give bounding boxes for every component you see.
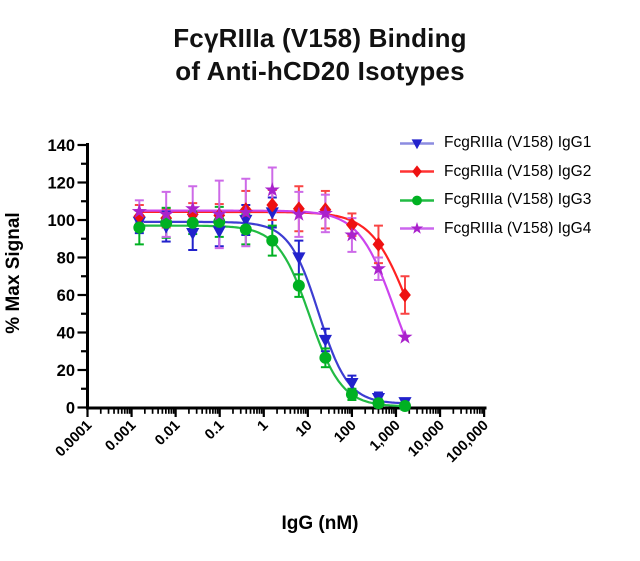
x-tick-label: 1,000 <box>367 418 404 455</box>
diamond-marker <box>372 236 385 252</box>
star-marker <box>397 329 413 344</box>
circle-marker <box>319 351 332 364</box>
circle-marker <box>213 215 226 228</box>
circle-marker <box>372 397 385 410</box>
x-tick-label: 0.001 <box>102 418 139 455</box>
circle-marker <box>239 223 252 236</box>
y-tick-label: 120 <box>47 175 75 193</box>
legend-item-igg4: FcgRIIIa (V158) IgG4 <box>398 215 591 244</box>
circle-icon <box>398 192 436 209</box>
triangle-down-icon <box>398 135 436 152</box>
star-marker <box>131 203 147 218</box>
diamond-marker <box>399 287 411 303</box>
x-tick-label: 0.1 <box>202 418 228 444</box>
y-tick-label: 40 <box>57 325 75 343</box>
x-axis-title: IgG (nM) <box>281 513 359 534</box>
star-icon <box>398 220 436 237</box>
star-marker <box>370 260 386 276</box>
circle-marker <box>398 400 411 412</box>
x-tick-label: 10,000 <box>405 418 448 461</box>
legend-label-igg2: FcgRIIIa (V158) IgG2 <box>444 162 592 180</box>
y-tick-label: 60 <box>57 287 75 305</box>
circle-marker <box>412 195 422 206</box>
legend-item-igg2: FcgRIIIa (V158) IgG2 <box>398 158 591 187</box>
star-marker <box>211 206 227 221</box>
star-marker <box>238 204 254 219</box>
circle-marker <box>345 388 358 401</box>
star-marker <box>410 222 424 234</box>
legend-label-igg3: FcgRIIIa (V158) IgG3 <box>444 191 592 209</box>
triangle-down-marker <box>292 252 306 265</box>
star-marker <box>317 205 333 220</box>
x-tick-label: 0.01 <box>152 418 183 449</box>
x-tick-label: 0.0001 <box>53 418 96 461</box>
diamond-marker <box>266 197 279 213</box>
y-tick-label: 100 <box>47 212 75 230</box>
star-marker <box>344 227 360 242</box>
legend-item-igg3: FcgRIIIa (V158) IgG3 <box>398 186 591 215</box>
triangle-down-marker <box>186 228 200 241</box>
circle-marker <box>186 216 199 229</box>
chart-title: FcγRIIIa (V158) Binding of Anti-hCD20 Is… <box>0 22 640 88</box>
legend-label-igg4: FcgRIIIa (V158) IgG4 <box>444 219 592 237</box>
chart-title-line1: FcγRIIIa (V158) Binding <box>173 23 467 53</box>
diamond-marker <box>346 217 358 233</box>
chart-title-line2: of Anti-hCD20 Isotypes <box>175 56 465 86</box>
diamond-icon <box>398 163 436 180</box>
x-tick-label: 10 <box>293 418 316 441</box>
legend-item-igg1: FcgRIIIa (V158) IgG1 <box>398 129 591 158</box>
star-marker <box>264 182 280 197</box>
y-axis-title: % Max Signal <box>3 212 24 334</box>
legend: FcgRIIIa (V158) IgG1 FcgRIIIa (V158) IgG… <box>398 129 591 243</box>
triangle-down-marker <box>212 226 226 239</box>
triangle-down-marker <box>345 378 359 391</box>
diamond-marker <box>412 165 422 178</box>
legend-label-igg1: FcgRIIIa (V158) IgG1 <box>444 134 592 152</box>
circle-marker <box>133 221 146 234</box>
circle-marker <box>292 279 305 292</box>
circle-marker <box>160 216 173 229</box>
star-marker <box>185 200 201 216</box>
triangle-down-marker <box>411 139 423 149</box>
star-marker <box>291 206 307 221</box>
triangle-down-marker <box>265 207 279 220</box>
x-tick-label: 1 <box>255 418 272 435</box>
x-tick-label: 100 <box>331 418 359 446</box>
y-tick-label: 20 <box>57 362 75 380</box>
y-tick-label: 140 <box>47 137 75 155</box>
circle-marker <box>266 234 279 247</box>
triangle-down-marker <box>318 334 332 347</box>
x-tick-label: 100,000 <box>444 418 492 466</box>
y-tick-label: 0 <box>66 400 75 418</box>
y-tick-label: 80 <box>57 250 75 268</box>
star-marker <box>158 206 174 221</box>
